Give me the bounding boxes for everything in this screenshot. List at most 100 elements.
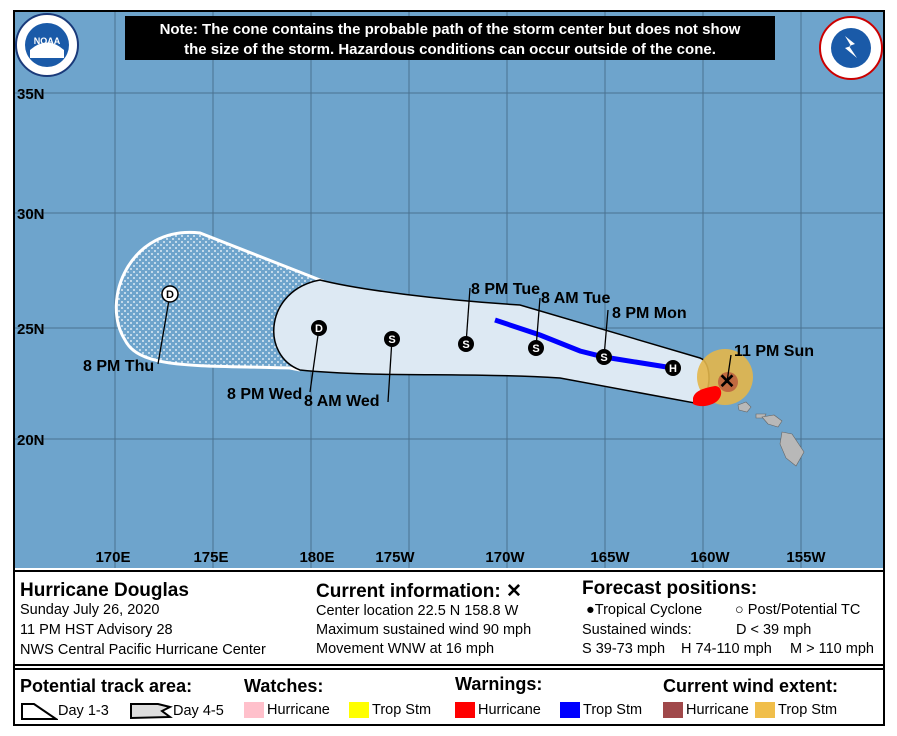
tc-label: Tropical Cyclone (594, 602, 703, 618)
info-panel: Hurricane Douglas Sunday July 26, 2020 1… (13, 570, 885, 666)
legend-wind-hurricane: Hurricane (663, 702, 749, 719)
label-8pm-mon: 8 PM Mon (612, 305, 687, 322)
warning-tropstm-swatch (560, 702, 580, 719)
watches-title: Watches: (244, 676, 324, 696)
svg-text:170E: 170E (95, 549, 130, 566)
marker-s-label: S (600, 352, 607, 364)
marker-s (458, 336, 474, 352)
forecast-map: H S S S S D D ✕ 11 PM Sun 8 PM Mon 8 AM … (15, 12, 883, 568)
marker-d-post-label: D (166, 289, 174, 301)
svg-text:the size of the storm. Hazardo: the size of the storm. Hazardous conditi… (184, 41, 716, 58)
m-category: M > 110 mph (790, 641, 874, 657)
marker-h (665, 360, 681, 376)
d-category: D < 39 mph (736, 622, 812, 638)
marker-d (311, 320, 327, 336)
wind-extent-title: Current wind extent: (663, 676, 839, 696)
s-category: S 39-73 mph (582, 641, 666, 657)
forecast-title: Forecast positions: (582, 578, 758, 599)
svg-text:30N: 30N (17, 206, 45, 223)
marker-s (528, 340, 544, 356)
label-8am-wed: 8 AM Wed (304, 393, 380, 410)
track-area-title: Potential track area: (20, 676, 193, 696)
graticule (15, 12, 883, 568)
marker-d-post (161, 285, 179, 303)
warnings-title: Warnings: (455, 674, 543, 694)
svg-text:170W: 170W (485, 549, 525, 566)
legend-warning-tropstm: Trop Stm (560, 702, 643, 719)
issuing-center: NWS Central Pacific Hurricane Center (20, 642, 266, 658)
marker-s (596, 349, 612, 365)
wind-hurricane-label: Hurricane (686, 702, 749, 718)
marker-s-label: S (532, 343, 539, 355)
svg-text:NOAA: NOAA (34, 36, 61, 46)
svg-text:160W: 160W (690, 549, 730, 566)
svg-text:20N: 20N (17, 432, 45, 449)
day45-label: Day 4-5 (173, 702, 224, 719)
filled-circle-icon: ● (586, 602, 595, 618)
ptc-label: Post/Potential TC (747, 602, 861, 618)
legend-warning-hurricane: Hurricane (455, 702, 541, 719)
label-8pm-tue: 8 PM Tue (471, 281, 540, 298)
wind-tropstm-swatch (755, 702, 775, 719)
movement: Movement WNW at 16 mph (316, 641, 495, 657)
time-labels: 11 PM Sun 8 PM Mon 8 AM Tue 8 PM Tue 8 A… (83, 281, 814, 410)
label-11pm-sun: 11 PM Sun (734, 343, 814, 360)
legend-day45: Day 4-5 (128, 701, 224, 721)
hurricane-warning-area (693, 386, 722, 407)
legend-watch-tropstm: Trop Stm (349, 702, 432, 719)
cone-dotted-icon (130, 703, 173, 720)
current-position-x-icon: ✕ (719, 371, 736, 393)
max-wind: Maximum sustained wind 90 mph (316, 622, 532, 638)
svg-text:155W: 155W (786, 549, 826, 566)
warning-tropstm-label: Trop Stm (583, 702, 643, 718)
warning-hurricane-label: Hurricane (478, 702, 541, 718)
hawaii-islands (737, 401, 805, 467)
legend-post-tc: ○ Post/Potential TC (735, 602, 860, 618)
note-text: Note: The cone contains the probable pat… (160, 21, 741, 58)
current-info-title: Current information: ✕ (316, 581, 522, 602)
cone-day13 (273, 279, 710, 405)
svg-text:175W: 175W (375, 549, 415, 566)
label-8pm-wed: 8 PM Wed (227, 386, 302, 403)
watch-hurricane-label: Hurricane (267, 702, 330, 718)
marker-h-label: H (669, 363, 677, 375)
track-warning-line (494, 317, 674, 371)
svg-text:165W: 165W (590, 549, 630, 566)
label-8am-tue: 8 AM Tue (541, 290, 610, 307)
legend-wind-tropstm: Trop Stm (755, 702, 838, 719)
legend-watch-hurricane: Hurricane (244, 702, 330, 719)
hurricane-wind-extent (718, 372, 738, 392)
marker-d-label: D (315, 323, 323, 335)
legend-day13: Day 1-3 (20, 701, 109, 721)
cone-outline-icon (21, 703, 60, 720)
marker-s-label: S (388, 334, 395, 346)
sustained-winds-label: Sustained winds: (582, 622, 692, 638)
svg-text:Note: The cone contains the pr: Note: The cone contains the probable pat… (160, 21, 741, 38)
lon-labels: 170E 175E 180E 175W 170W 165W 160W 155W (95, 549, 826, 566)
label-8pm-thu: 8 PM Thu (83, 358, 154, 375)
marker-s-label: S (462, 339, 469, 351)
legend-tropical-cyclone: ●Tropical Cyclone (586, 602, 702, 618)
wind-hurricane-swatch (663, 702, 683, 719)
warning-hurricane-swatch (455, 702, 475, 719)
watch-tropstm-label: Trop Stm (372, 702, 432, 718)
watch-hurricane-swatch (244, 702, 264, 719)
watch-tropstm-swatch (349, 702, 369, 719)
marker-s (384, 331, 400, 347)
open-circle-icon: ○ (735, 602, 744, 618)
forecast-markers: H S S S S D D (161, 285, 681, 376)
svg-text:25N: 25N (17, 321, 45, 338)
svg-text:35N: 35N (17, 86, 45, 103)
nws-logo (819, 16, 883, 80)
advisory-number: 11 PM HST Advisory 28 (20, 622, 173, 638)
note-box (125, 16, 775, 60)
svg-text:180E: 180E (299, 549, 334, 566)
h-category: H 74-110 mph (681, 641, 772, 657)
svg-text:175E: 175E (193, 549, 228, 566)
storm-name: Hurricane Douglas (20, 580, 189, 601)
wind-tropstm-label: Trop Stm (778, 702, 838, 718)
advisory-date: Sunday July 26, 2020 (20, 602, 160, 618)
lat-labels: 35N 30N 25N 20N (17, 86, 45, 449)
legend-panel: Potential track area: Day 1-3 Day 4-5 Wa… (13, 668, 885, 726)
noaa-logo: NOAA (15, 13, 79, 77)
